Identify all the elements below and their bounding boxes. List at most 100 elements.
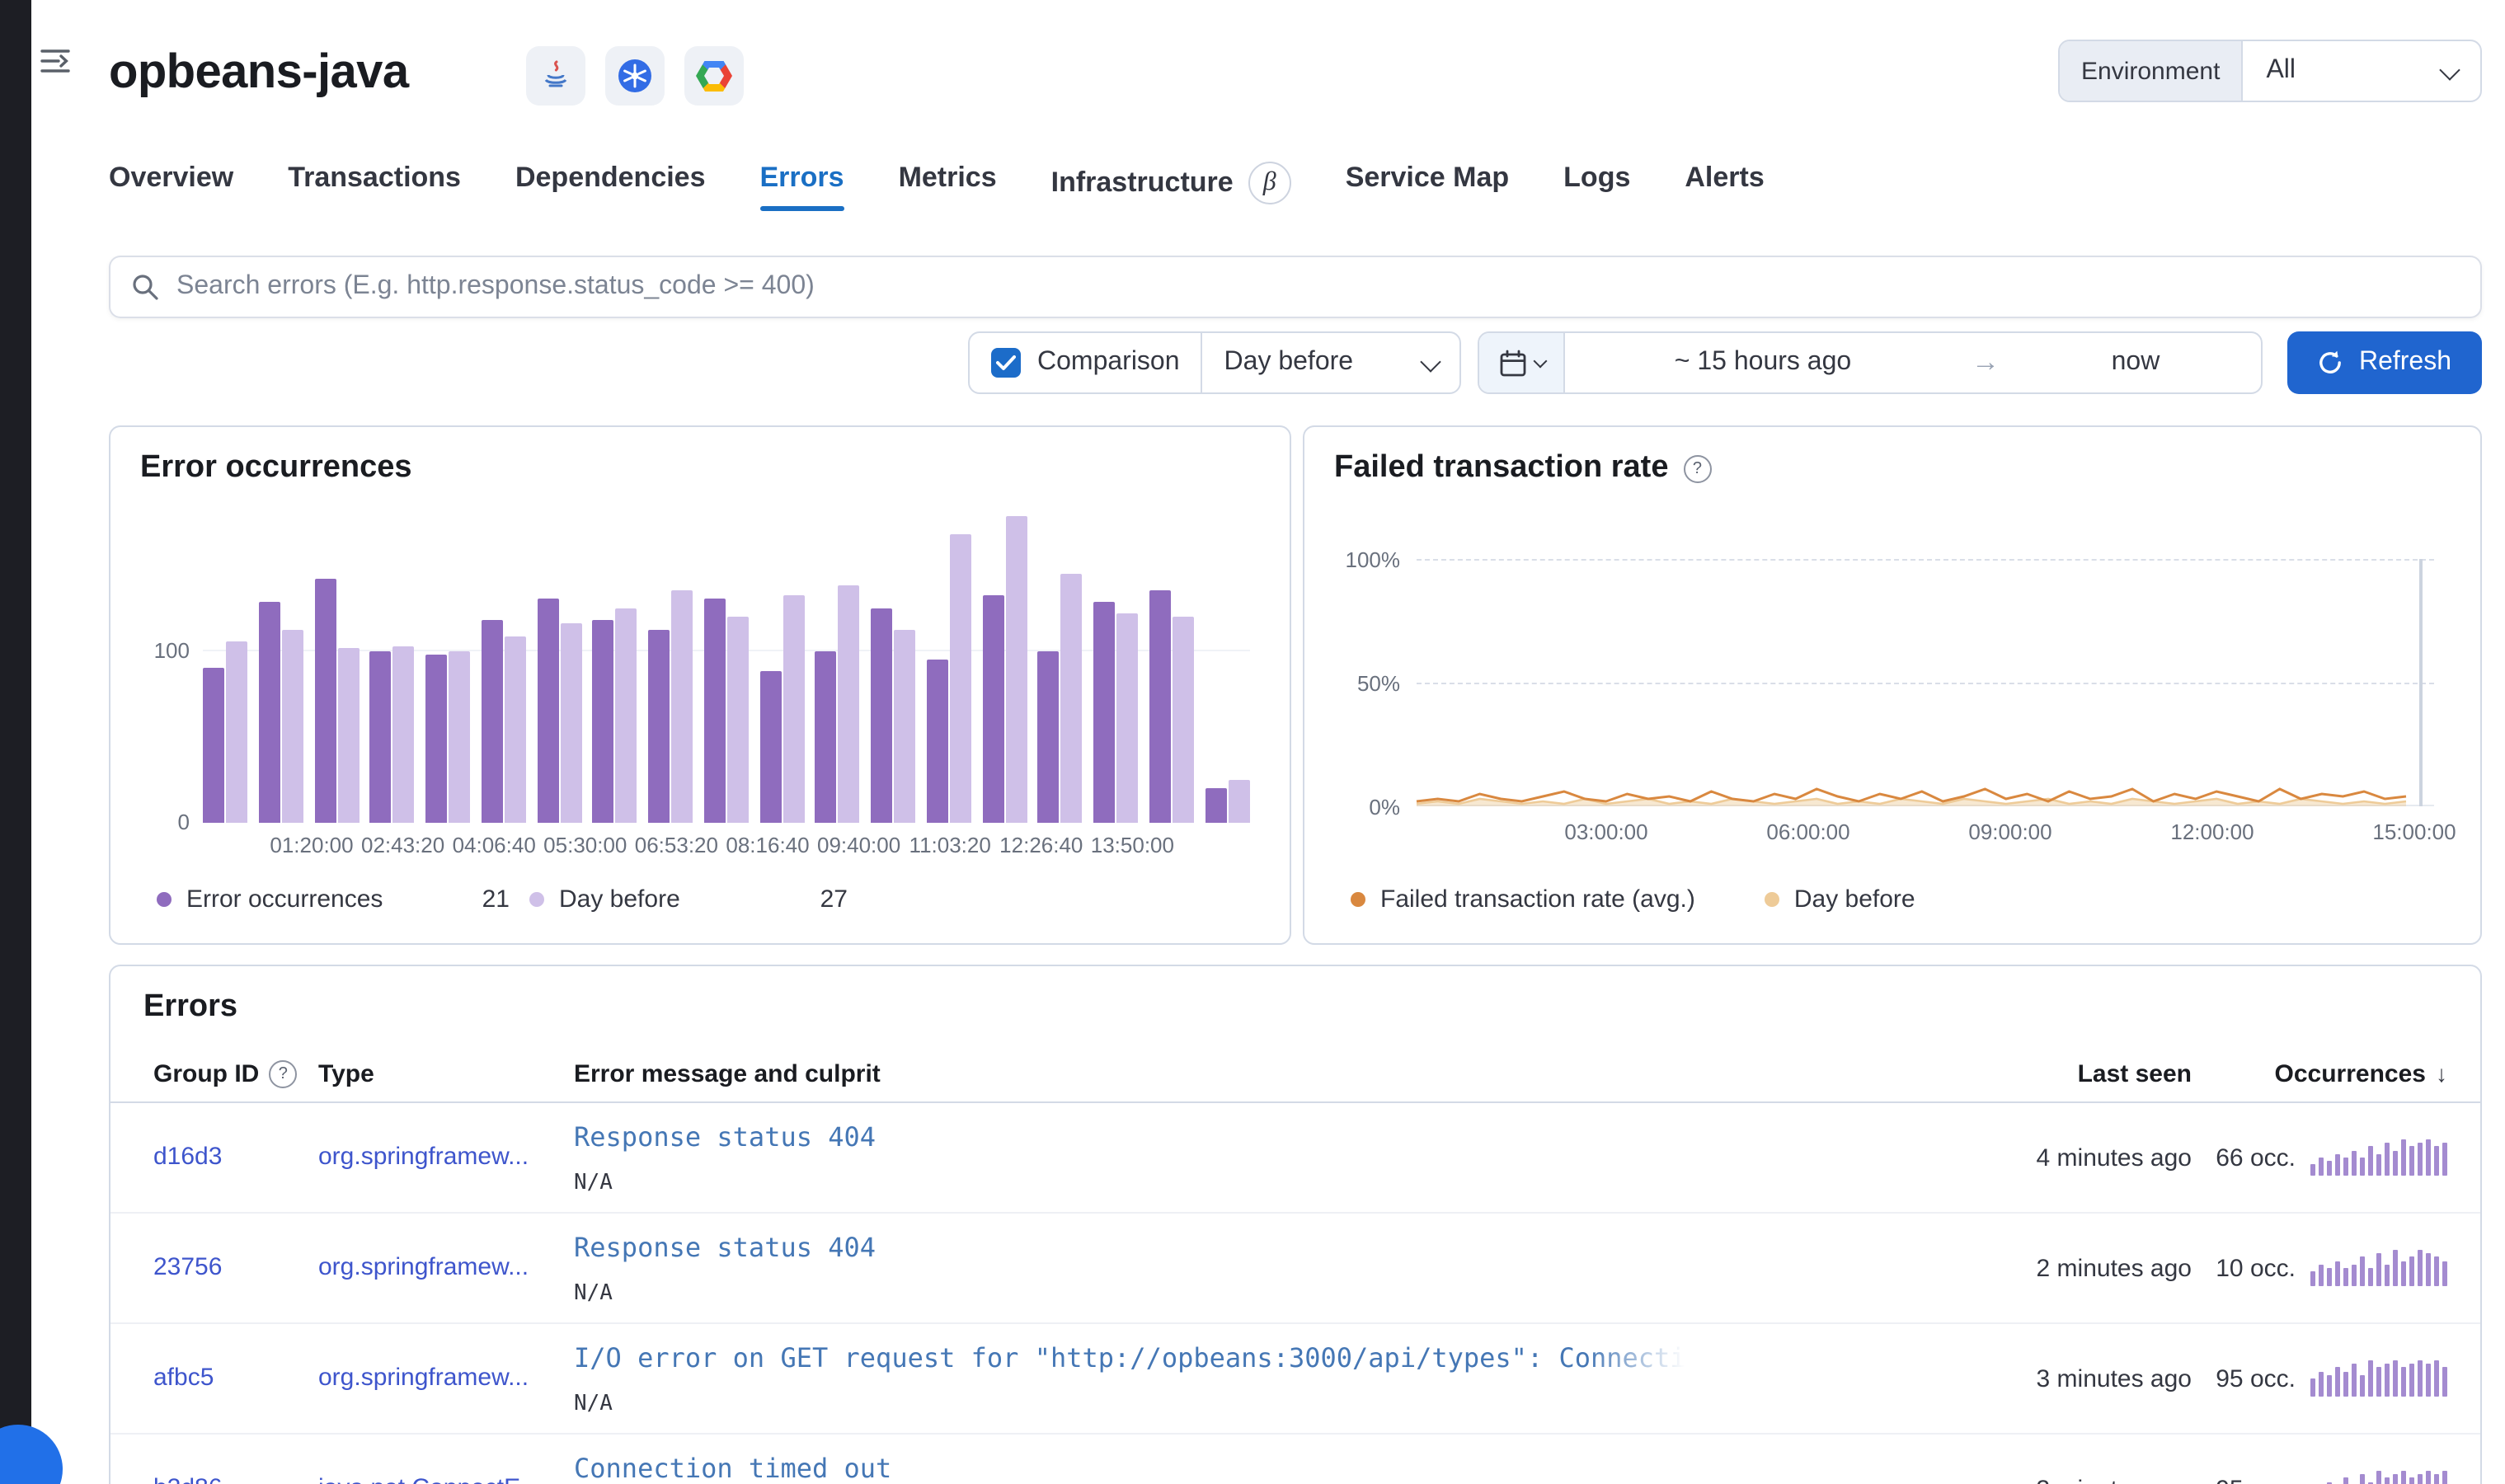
bar-current[interactable] (815, 651, 837, 823)
comparison-checkbox[interactable]: Comparison (970, 333, 1201, 392)
tab-errors[interactable]: Errors (759, 162, 844, 211)
environment-label: Environment (2060, 41, 2244, 101)
tab-overview[interactable]: Overview (109, 162, 233, 211)
bar-current[interactable] (1149, 590, 1172, 823)
bar-pair (648, 590, 693, 823)
bar-previous[interactable] (1116, 613, 1139, 823)
spark-bar (2434, 1360, 2439, 1397)
type-link[interactable]: org.springframew... (318, 1143, 529, 1171)
tab-infrastructure[interactable]: Infrastructure β (1051, 162, 1291, 221)
type-link[interactable]: org.springframew... (318, 1364, 529, 1392)
bar-current[interactable] (1037, 651, 1060, 823)
column-header-last-seen[interactable]: Last seen (2077, 1059, 2192, 1087)
bar-previous[interactable] (671, 590, 693, 823)
bar-current[interactable] (759, 671, 782, 823)
error-message-link[interactable]: Response status 404 (574, 1120, 877, 1152)
refresh-button[interactable]: Refresh (2287, 331, 2482, 394)
occurrences-cell: 66 occ. (2192, 1139, 2447, 1176)
type-link[interactable]: org.springframew... (318, 1253, 529, 1281)
refresh-label: Refresh (2358, 348, 2452, 376)
bar-current[interactable] (258, 602, 280, 823)
info-icon[interactable]: ? (269, 1059, 298, 1087)
assistant-button[interactable] (0, 1425, 63, 1484)
bar-previous[interactable] (1060, 574, 1083, 823)
bar-previous[interactable] (894, 630, 916, 823)
tab-transactions[interactable]: Transactions (288, 162, 461, 211)
spark-bar (2385, 1364, 2390, 1397)
error-message-link[interactable]: Connection timed out (574, 1452, 892, 1483)
group-id-link[interactable]: d16d3 (153, 1143, 223, 1171)
bar-previous[interactable] (449, 651, 471, 823)
occurrences-count: 95 occ. (2216, 1364, 2296, 1392)
column-header-occurrences[interactable]: Occurrences ↓ (2274, 1059, 2447, 1087)
failed-rate-svg (1416, 559, 2423, 806)
bar-current[interactable] (425, 655, 448, 823)
tab-alerts[interactable]: Alerts (1685, 162, 1764, 211)
time-range-start[interactable]: ~ 15 hours ago (1674, 348, 1852, 376)
bar-current[interactable] (982, 595, 1004, 823)
error-occurrences-panel: Error occurrences 100 0 01:20:00 02:43:20… (109, 425, 1291, 945)
tab-service-map[interactable]: Service Map (1346, 162, 1509, 211)
time-range-end[interactable]: now (2111, 348, 2160, 376)
bar-current[interactable] (537, 599, 559, 823)
column-header-type: Type (318, 1059, 374, 1087)
occurrences-cell: 10 occ. (2192, 1250, 2447, 1286)
spark-bar (2327, 1161, 2332, 1176)
bar-pair (871, 608, 916, 823)
bar-current[interactable] (1205, 788, 1227, 823)
bar-current[interactable] (592, 620, 614, 823)
legend-item[interactable]: Failed transaction rate (avg.) (1351, 885, 1695, 913)
type-link[interactable]: java.net.ConnectE... (318, 1474, 541, 1484)
bar-current[interactable] (481, 620, 503, 823)
bar-previous[interactable] (1173, 617, 1195, 823)
x-tick-label: 09:40:00 (816, 833, 901, 857)
comparison-value-select[interactable]: Day before (1201, 333, 1459, 392)
bar-previous[interactable] (560, 623, 582, 823)
bar-current[interactable] (871, 608, 893, 823)
error-message-link[interactable]: Response status 404 (574, 1231, 877, 1262)
bar-previous[interactable] (281, 630, 303, 823)
bar-current[interactable] (648, 630, 670, 823)
bar-previous[interactable] (504, 636, 526, 823)
group-id-link[interactable]: b2d86 (153, 1474, 222, 1484)
expand-sidebar-button[interactable] (40, 48, 71, 82)
error-occurrences-plot (203, 505, 1250, 823)
bar-previous[interactable] (838, 585, 860, 823)
legend-item[interactable]: Error occurrences 21 (157, 885, 529, 913)
search-input[interactable]: Search errors (E.g. http.response.status… (109, 256, 2482, 318)
bar-current[interactable] (1093, 602, 1116, 823)
bar-current[interactable] (703, 599, 726, 823)
info-icon[interactable]: ? (1683, 454, 1712, 482)
spark-bar (2327, 1375, 2332, 1397)
chevron-down-icon (1420, 350, 1441, 372)
bar-previous[interactable] (615, 608, 637, 823)
bar-current[interactable] (314, 579, 336, 823)
group-id-link[interactable]: afbc5 (153, 1364, 214, 1392)
legend-dot-icon (1764, 892, 1779, 907)
bar-current[interactable] (203, 668, 224, 823)
legend-item[interactable]: Day before 27 (529, 885, 867, 913)
bar-previous[interactable] (783, 595, 805, 823)
spark-bar (2343, 1158, 2348, 1176)
error-message-link[interactable]: I/O error on GET request for "http://opb… (574, 1341, 1702, 1373)
gridline (1417, 559, 2434, 561)
tab-logs[interactable]: Logs (1563, 162, 1630, 211)
bar-current[interactable] (369, 651, 392, 823)
bar-previous[interactable] (1228, 780, 1250, 823)
group-id-link[interactable]: 23756 (153, 1253, 223, 1281)
legend-item[interactable]: Day before (1764, 885, 1915, 913)
spark-bar (2401, 1367, 2406, 1397)
bar-previous[interactable] (949, 534, 971, 823)
tab-metrics[interactable]: Metrics (899, 162, 997, 211)
tab-dependencies[interactable]: Dependencies (515, 162, 706, 211)
bar-previous[interactable] (337, 648, 360, 823)
spark-bar (2442, 1471, 2447, 1484)
quick-select-button[interactable] (1479, 333, 1565, 392)
bar-previous[interactable] (1005, 516, 1027, 823)
error-message-cell: Response status 404 N/A (574, 1231, 1829, 1305)
bar-previous[interactable] (726, 617, 749, 823)
bar-previous[interactable] (226, 641, 247, 823)
bar-previous[interactable] (392, 646, 415, 823)
environment-select[interactable]: Environment All (2058, 40, 2482, 102)
bar-current[interactable] (926, 660, 948, 823)
